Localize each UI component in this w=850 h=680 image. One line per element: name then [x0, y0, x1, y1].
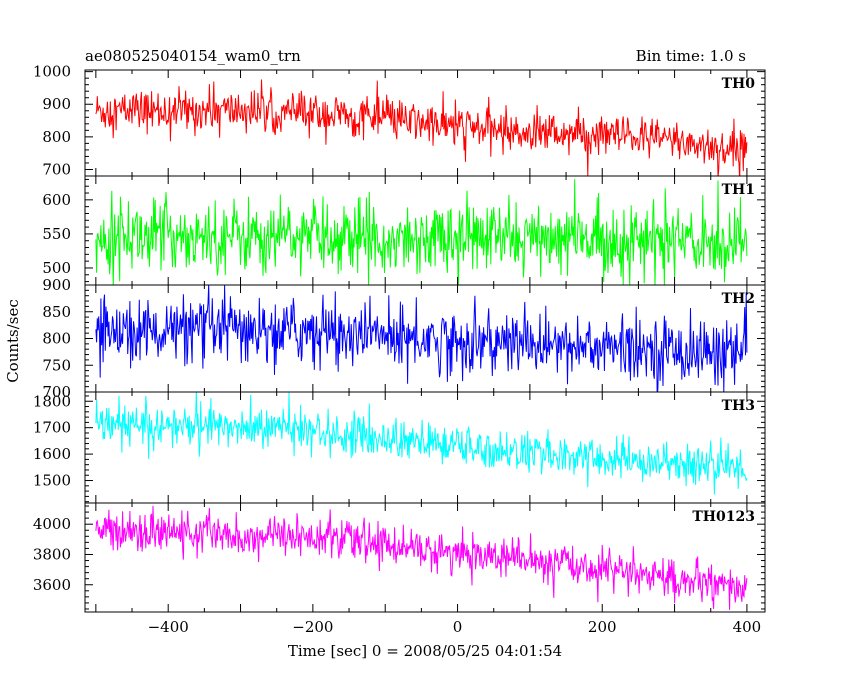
series-line-th1 — [95, 179, 748, 285]
y-tick-label: 1600 — [33, 445, 71, 463]
series-line-th2 — [95, 285, 748, 392]
chart-title: ae080525040154_wam0_trn — [85, 47, 301, 65]
y-tick-label: 900 — [42, 95, 71, 113]
x-tick-label: −400 — [148, 618, 189, 636]
x-axis-title: Time [sec] 0 = 2008/05/25 04:01:54 — [288, 642, 562, 660]
y-tick-label: 700 — [42, 383, 71, 401]
panel-label: TH2 — [722, 291, 755, 307]
x-axis: −400 −200 0 200 400 — [148, 618, 762, 636]
panel-label: TH0 — [722, 76, 756, 92]
panel-th0: TH0 700 800 900 1000 — [33, 63, 766, 178]
panel-label: TH3 — [722, 398, 755, 414]
y-tick-label: 1800 — [33, 392, 71, 410]
x-tick-label: 400 — [733, 618, 762, 636]
y-tick-label: 850 — [42, 303, 71, 321]
y-tick-label: 1000 — [33, 63, 71, 81]
y-tick-label: 900 — [42, 276, 71, 294]
x-tick-label: 200 — [588, 618, 617, 636]
x-tick-label: 0 — [453, 618, 463, 636]
y-tick-label: 500 — [42, 259, 71, 277]
panel-th1: TH1 500 550 600 — [42, 175, 766, 286]
y-tick-label: 4000 — [33, 515, 71, 533]
y-axis-title: Counts/sec — [4, 299, 22, 383]
y-tick-label: 550 — [42, 225, 71, 243]
y-tick-label: 1500 — [33, 472, 71, 490]
x-tick-label: −200 — [292, 618, 333, 636]
y-tick-label: 700 — [42, 160, 71, 178]
y-tick-label: 750 — [42, 356, 71, 374]
series-line-th0 — [95, 79, 748, 176]
panel-th0123: TH0123 3600 3800 4000 — [33, 502, 766, 613]
panel-label: TH1 — [722, 182, 755, 198]
panel-th3: TH3 1500 1600 1700 1800 — [33, 391, 766, 504]
series-line-th3 — [95, 392, 748, 495]
panel-frame — [84, 502, 766, 613]
bin-time-label: Bin time: 1.0 s — [636, 47, 746, 65]
panel-label: TH0123 — [692, 509, 755, 525]
y-tick-label: 800 — [42, 330, 71, 348]
y-tick-label: 600 — [42, 191, 71, 209]
y-tick-label: 3800 — [33, 545, 71, 563]
y-tick-label: 1700 — [33, 419, 71, 437]
panel-th2: TH2 700 750 800 850 900 — [42, 276, 766, 401]
y-tick-label: 3600 — [33, 576, 71, 594]
panels-group: TH0 700 800 900 1000 TH1 500 550 600 TH2 700 750 800… — [33, 63, 766, 613]
y-tick-label: 800 — [42, 128, 71, 146]
series-line-th0123 — [95, 505, 748, 611]
